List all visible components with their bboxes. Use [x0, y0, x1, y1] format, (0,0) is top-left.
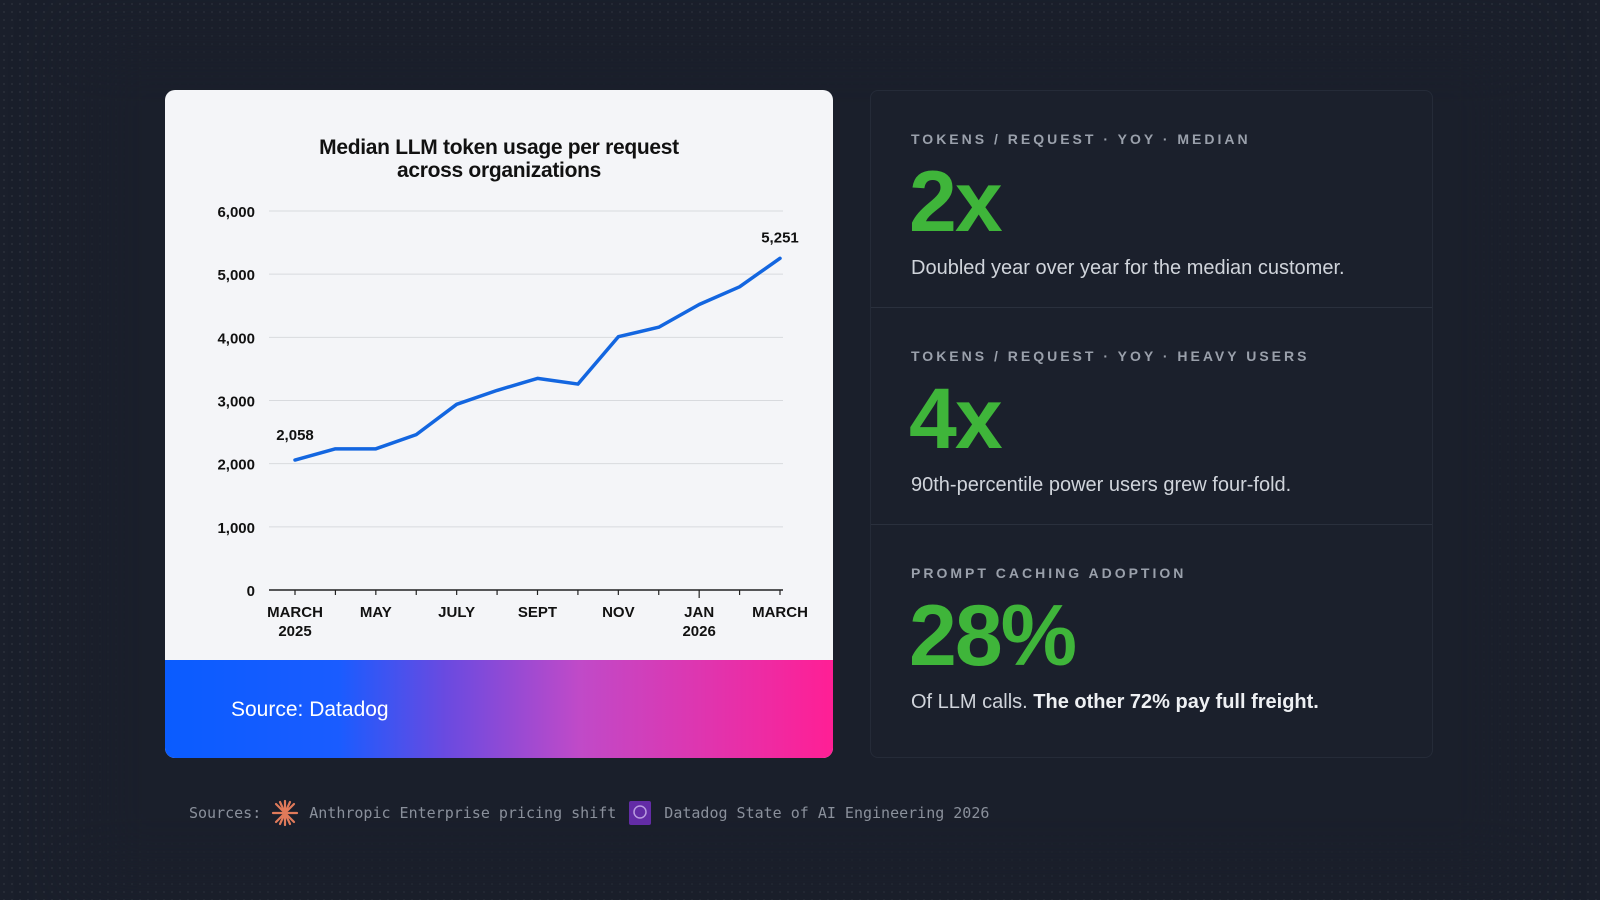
- sources-label: Sources:: [189, 804, 262, 822]
- stat-median: TOKENS / REQUEST · YOY · MEDIAN 2x Doubl…: [871, 91, 1432, 308]
- chart-title-line2: across organizations: [396, 159, 602, 182]
- stat-desc-text: Doubled year over year for the median cu…: [911, 257, 1345, 279]
- data-label-last: 5,251: [761, 229, 799, 246]
- stat-heavy-users: TOKENS / REQUEST · YOY · HEAVY USERS 4x …: [871, 308, 1432, 525]
- y-tick-label: 2,000: [217, 457, 255, 474]
- stat-desc: Of LLM calls. The other 72% pay full fre…: [911, 691, 1319, 714]
- stats-panel: TOKENS / REQUEST · YOY · MEDIAN 2x Doubl…: [870, 90, 1433, 758]
- x-tick-label: SEPT: [518, 604, 557, 621]
- source-text: Source: Datadog: [231, 698, 389, 721]
- line-chart: 0 1,000 2,000 3,000 4,000 5,000 6,000 MARCH 2025…: [217, 204, 808, 640]
- x-tick-label-year: 2025: [278, 623, 311, 640]
- y-tick-label: 0: [247, 583, 255, 600]
- chart-title: Median LLM token usage per request acros…: [165, 136, 833, 182]
- stat-value: 2x: [909, 154, 1003, 250]
- stat-desc-text: Of LLM calls.: [911, 691, 1034, 713]
- stat-desc-text: 90th-percentile power users grew four-fo…: [911, 474, 1292, 496]
- stat-label: PROMPT CACHING ADOPTION: [911, 565, 1187, 581]
- source-link-anthropic[interactable]: Anthropic Enterprise pricing shift: [309, 804, 617, 822]
- stat-desc: Doubled year over year for the median cu…: [911, 257, 1345, 280]
- x-tick-label: JAN: [684, 604, 714, 621]
- stat-desc: 90th-percentile power users grew four-fo…: [911, 474, 1291, 497]
- stat-value: 28%: [909, 588, 1077, 684]
- y-tick-label: 3,000: [217, 394, 255, 411]
- x-tick-label-year: 2026: [682, 623, 715, 640]
- stat-caching: PROMPT CACHING ADOPTION 28% Of LLM calls…: [871, 525, 1432, 742]
- stat-value: 4x: [909, 371, 1003, 467]
- y-tick-label: 1,000: [217, 520, 255, 537]
- y-tick-label: 4,000: [217, 330, 255, 347]
- x-tick-label: JULY: [438, 604, 475, 621]
- x-tick-label: MARCH: [267, 604, 323, 621]
- y-tick-label: 6,000: [217, 204, 255, 221]
- anthropic-logo-icon: [272, 799, 299, 827]
- source-link-datadog[interactable]: Datadog State of AI Engineering 2026: [664, 804, 990, 822]
- sources-line: Sources: Anthropic Enterprise pricing sh…: [189, 799, 989, 827]
- stat-desc-bold: The other 72% pay full freight.: [1033, 691, 1319, 713]
- stat-label: TOKENS / REQUEST · YOY · MEDIAN: [911, 131, 1251, 147]
- y-tick-label: 5,000: [217, 267, 255, 284]
- chart-title-line1: Median LLM token usage per request: [319, 136, 679, 159]
- x-tick-label: NOV: [602, 604, 635, 621]
- x-tick-label: MAY: [360, 604, 392, 621]
- source-banner: Source: Datadog: [165, 660, 833, 758]
- stat-label: TOKENS / REQUEST · YOY · HEAVY USERS: [911, 348, 1310, 364]
- data-label-first: 2,058: [276, 427, 314, 444]
- series-line: [293, 256, 782, 462]
- chart-card: Median LLM token usage per request acros…: [165, 90, 833, 758]
- datadog-logo-icon: [629, 801, 652, 825]
- x-tick-label: MARCH: [752, 604, 808, 621]
